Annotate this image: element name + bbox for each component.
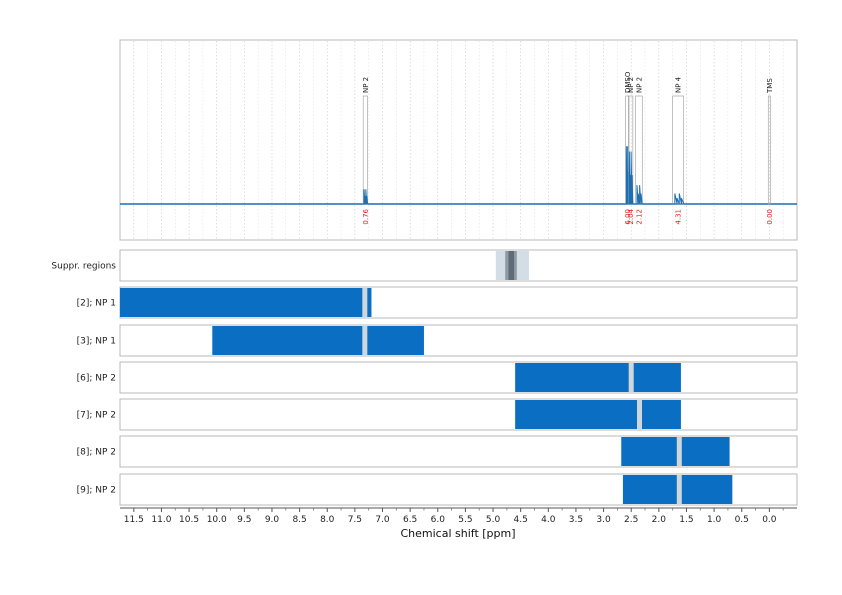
peak-integral: 0.00 bbox=[766, 209, 774, 225]
x-tick-label: 6.5 bbox=[403, 515, 417, 525]
fit-row: [6]; NP 2 bbox=[77, 361, 798, 394]
fit-row-label: [9]; NP 2 bbox=[77, 486, 116, 496]
peak-signal bbox=[363, 189, 369, 205]
peak-label: NP 2 bbox=[627, 77, 635, 93]
peak: NP 2 0.76 bbox=[362, 77, 370, 225]
fit-bar bbox=[212, 326, 424, 355]
x-tick-label: 7.5 bbox=[348, 515, 362, 525]
peak-integral: 2.12 bbox=[635, 209, 643, 225]
peak: NP 2 2.04 bbox=[627, 77, 635, 225]
x-tick-label: 2.5 bbox=[624, 515, 638, 525]
fit-rows-panel: [2]; NP 1 [3]; NP 1 [6]; NP 2 [7]; NP 2 [8];… bbox=[77, 286, 798, 506]
suppression-inner bbox=[508, 251, 515, 280]
peak-bracket bbox=[635, 95, 643, 205]
suppression-frame bbox=[119, 249, 798, 282]
peak: TMS 0.00 bbox=[766, 78, 774, 225]
fit-row-label: [6]; NP 2 bbox=[77, 374, 116, 384]
suppression-label: Suppr. regions bbox=[51, 262, 116, 272]
fit-bar bbox=[515, 363, 681, 392]
peak-bracket bbox=[767, 95, 771, 205]
peak-label: NP 2 bbox=[362, 77, 370, 93]
x-tick-label: 3.5 bbox=[569, 515, 583, 525]
x-tick-label: 5.5 bbox=[458, 515, 472, 525]
x-tick-label: 11.5 bbox=[124, 515, 144, 525]
peak-integral: 6.00 bbox=[624, 209, 632, 225]
fit-row-label: [3]; NP 1 bbox=[77, 337, 116, 347]
x-axis-label: Chemical shift [ppm] bbox=[400, 527, 515, 540]
x-tick-label: 11.0 bbox=[151, 515, 171, 525]
peak-label: NP 2 bbox=[635, 77, 643, 93]
peak-label: NP 4 bbox=[675, 76, 683, 93]
fit-bar-gap bbox=[636, 400, 642, 429]
peak-integral: 0.76 bbox=[362, 208, 370, 224]
fit-row: [7]; NP 2 bbox=[77, 398, 798, 431]
fit-row: [3]; NP 1 bbox=[77, 324, 798, 357]
fit-row: [8]; NP 2 bbox=[77, 435, 798, 468]
x-tick-label: 1.5 bbox=[679, 515, 693, 525]
x-tick-label: 1.0 bbox=[707, 515, 722, 525]
fit-bar-gap bbox=[676, 437, 682, 466]
x-tick-label: 0.0 bbox=[762, 515, 777, 525]
x-tick-label: 8.5 bbox=[292, 515, 306, 525]
fit-row-label: [8]; NP 2 bbox=[77, 448, 116, 458]
peak-integral: 4.31 bbox=[675, 209, 683, 225]
fit-bar-gap bbox=[362, 326, 368, 355]
fit-bar-gap bbox=[676, 475, 682, 504]
peak-label: TMS bbox=[766, 78, 774, 94]
peak: NP 2 2.12 bbox=[635, 77, 643, 225]
peak-signal bbox=[628, 151, 634, 205]
x-tick-label: 8.0 bbox=[320, 515, 335, 525]
peak-bracket bbox=[672, 95, 685, 205]
x-tick-label: 10.0 bbox=[207, 515, 227, 525]
fit-bar bbox=[120, 288, 372, 317]
x-tick-label: 6.0 bbox=[431, 515, 446, 525]
fit-bar-gap bbox=[628, 363, 634, 392]
peak-label: DMSO bbox=[624, 71, 632, 93]
x-tick-label: 10.5 bbox=[179, 515, 199, 525]
peak-signal bbox=[672, 193, 685, 205]
fit-row-label: [2]; NP 1 bbox=[77, 299, 116, 309]
x-tick-label: 9.0 bbox=[265, 515, 280, 525]
spectrum-frame bbox=[119, 39, 798, 241]
x-tick-label: 4.5 bbox=[514, 515, 528, 525]
peak-integral: 2.04 bbox=[627, 208, 635, 224]
x-tick-label: 2.0 bbox=[652, 515, 667, 525]
fit-row: [9]; NP 2 bbox=[77, 473, 798, 506]
fit-bar bbox=[621, 437, 730, 466]
x-tick-label: 7.0 bbox=[375, 515, 390, 525]
x-axis: 11.5 11.0 10.5 10.0 9.5 9.0 8.5 8.0 7.5 7.0 6.5 6.0… bbox=[120, 507, 797, 525]
x-tick-label: 3.0 bbox=[596, 515, 611, 525]
peak-signal bbox=[635, 185, 643, 205]
x-tick-label: 9.5 bbox=[237, 515, 251, 525]
fit-bar bbox=[515, 400, 681, 429]
fit-row-frame bbox=[119, 361, 798, 394]
x-tick-label: 4.0 bbox=[541, 515, 556, 525]
spectrum-panel: NP 2 0.76 DMSO 6.00 NP 2 2.04 NP 2 2.12 NP 4 4.31… bbox=[119, 39, 798, 241]
suppression-panel: Suppr. regions bbox=[51, 249, 798, 282]
x-tick-label: 5.0 bbox=[486, 515, 501, 525]
peak: NP 4 4.31 bbox=[672, 76, 685, 225]
fit-row: [2]; NP 1 bbox=[77, 286, 798, 319]
fit-row-frame bbox=[119, 398, 798, 431]
x-tick-label: 0.5 bbox=[735, 515, 749, 525]
fit-bar-gap bbox=[362, 288, 368, 317]
fit-row-label: [7]; NP 2 bbox=[77, 411, 116, 421]
